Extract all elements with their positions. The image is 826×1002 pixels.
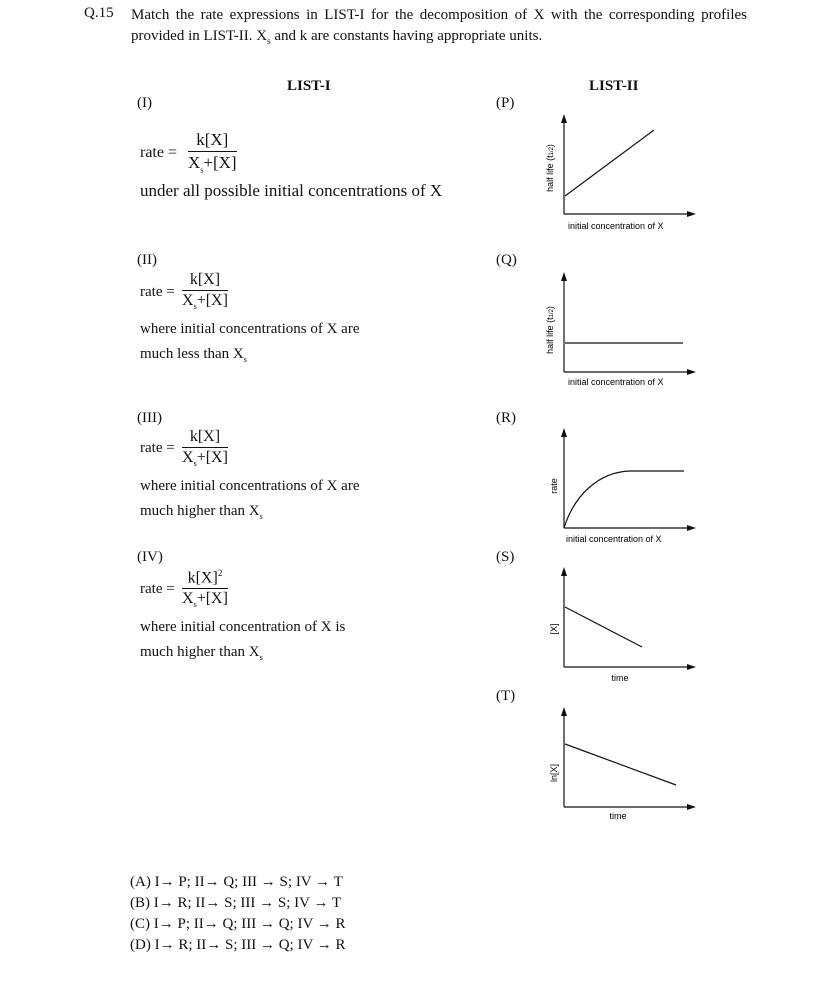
condition-text: where initial concentrations of X are mu… <box>140 478 360 521</box>
graph-q: half life (t1/2) initial concentration o… <box>545 272 696 387</box>
rate-expression: k[X] Xs+[X] <box>188 130 237 175</box>
y-axis-label: rate <box>549 478 559 494</box>
rate-expression: k[X]2 Xs+[X] <box>182 568 228 610</box>
rate-label: rate = <box>140 581 175 597</box>
condition-text: where initial concentration of X is much… <box>140 619 346 662</box>
x-axis-arrow <box>687 525 696 531</box>
rate-label: rate = <box>140 284 175 300</box>
option-b: (B) I→ R; II→ S; III → S; IV → T <box>130 895 342 911</box>
y-axis-label: half life (t1/2) <box>545 144 555 192</box>
profile-curve <box>563 470 684 529</box>
graph-r: rate initial concentration of X <box>549 428 696 544</box>
list2-heading: LIST-II <box>589 78 639 94</box>
x-axis-label: initial concentration of X <box>566 534 662 544</box>
y-axis-label: ln[X] <box>549 764 559 782</box>
option-a: (A) I→ P; II→ Q; III → S; IV → T <box>130 874 343 890</box>
x-axis-arrow <box>687 369 696 375</box>
x-axis-arrow <box>687 804 696 810</box>
list2-graph-label: (T) <box>496 688 516 704</box>
profile-line <box>564 129 655 197</box>
y-axis-arrow <box>561 272 567 281</box>
option-d: (D) I→ R; II→ S; III → Q; IV → R <box>130 937 346 953</box>
question-text: Match the rate expressions in LIST-I for… <box>131 7 747 46</box>
option-c: (C) I→ P; II→ Q; III → Q; IV → R <box>130 916 346 932</box>
profile-line <box>564 743 677 786</box>
graph-p: half life (t1/2) initial concentration o… <box>545 114 696 231</box>
graph-s: [X] time <box>549 567 696 683</box>
list1-item-label: (II) <box>137 252 157 268</box>
list1-item-label: (I) <box>137 95 152 111</box>
list1-heading: LIST-I <box>287 78 331 94</box>
question-number: Q.15 <box>84 5 114 21</box>
y-axis-label: [X] <box>549 623 559 634</box>
condition-text: where initial concentrations of X are mu… <box>140 321 360 364</box>
profile-line <box>564 606 643 648</box>
x-axis-label: initial concentration of X <box>568 377 664 387</box>
x-axis-arrow <box>687 211 696 217</box>
y-axis-arrow <box>561 428 567 437</box>
x-axis-label: time <box>611 673 628 683</box>
x-axis-arrow <box>687 664 696 670</box>
y-axis-arrow <box>561 567 567 576</box>
rate-label: rate = <box>140 440 175 456</box>
list1-item-label: (IV) <box>137 549 163 565</box>
x-axis-label: initial concentration of X <box>568 221 664 231</box>
x-axis-label: time <box>609 811 626 821</box>
condition-text: under all possible initial concentration… <box>140 181 443 200</box>
list2-graph-label: (R) <box>496 410 516 426</box>
list2-graph-label: (Q) <box>496 252 517 268</box>
list1-item-label: (III) <box>137 410 162 426</box>
y-axis-label: half life (t1/2) <box>545 306 555 354</box>
y-axis-arrow <box>561 707 567 716</box>
rate-label: rate = <box>140 144 177 161</box>
y-axis-arrow <box>561 114 567 123</box>
graph-t: ln[X] time <box>549 707 696 821</box>
list2-graph-label: (S) <box>496 549 515 565</box>
rate-expression: k[X] Xs+[X] <box>182 271 228 312</box>
list2-graph-label: (P) <box>496 95 515 111</box>
rate-expression: k[X] Xs+[X] <box>182 428 228 469</box>
